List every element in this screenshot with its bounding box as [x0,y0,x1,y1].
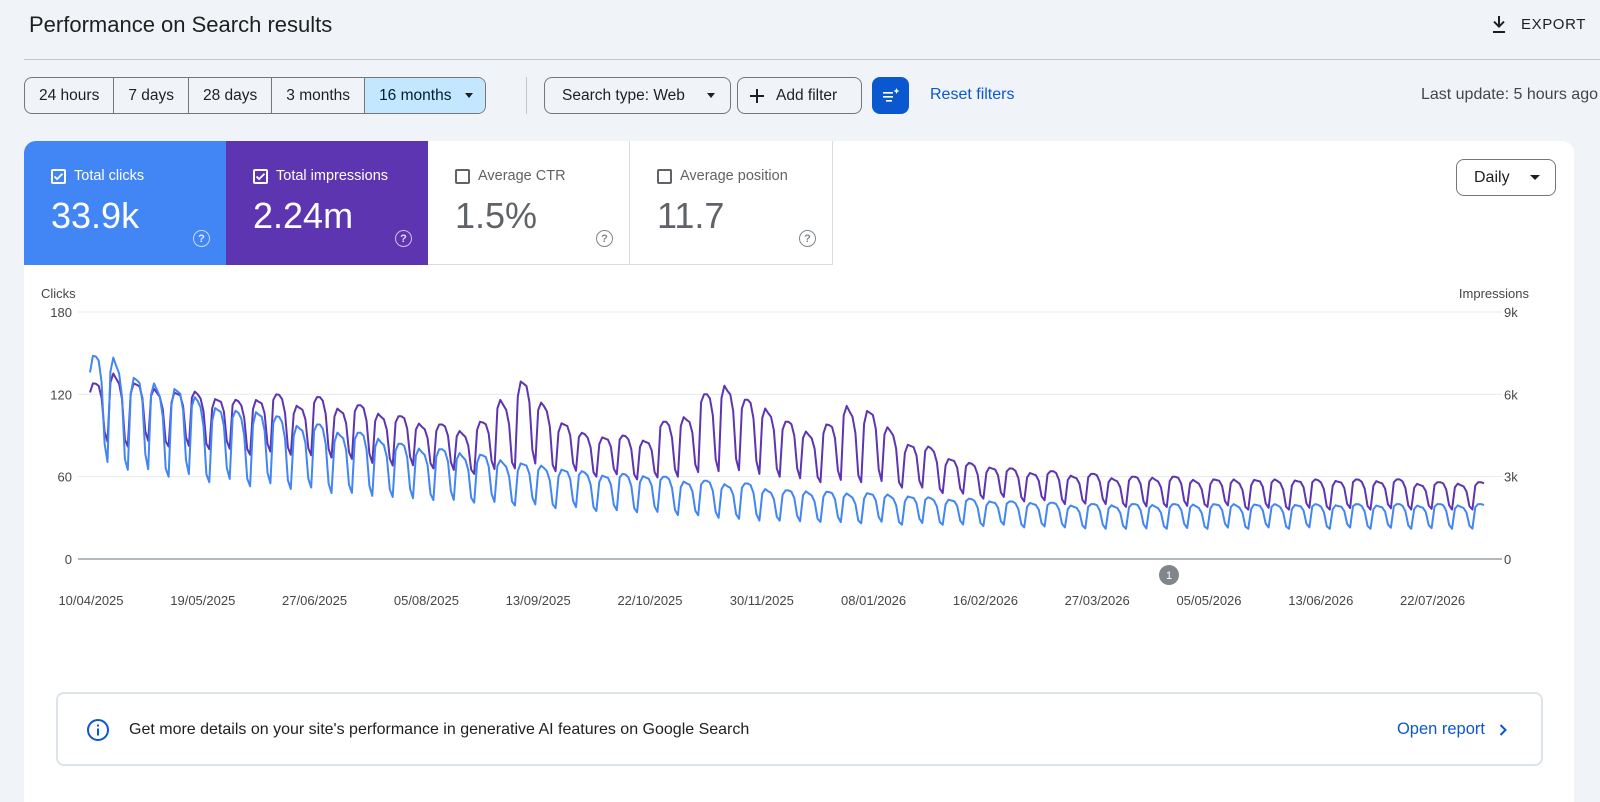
checkbox-checked-icon[interactable] [253,169,268,184]
last-update-text: Last update: 5 hours ago [1420,86,1598,103]
x-tick: 22/07/2026 [1400,593,1465,608]
x-tick: 16/02/2026 [953,593,1018,608]
granularity-dropdown[interactable]: Daily [1456,159,1556,196]
metric-average-ctr[interactable]: Average CTR 1.5% ? [428,141,630,265]
help-icon[interactable]: ? [596,230,613,247]
metric-label: Average position [680,168,788,184]
x-tick: 05/05/2026 [1176,593,1241,608]
x-tick: 13/09/2025 [506,593,571,608]
range-16-months-label: 16 months [379,86,452,104]
metric-total-impressions[interactable]: Total impressions 2.24m ? [226,141,428,265]
checkbox-unchecked-icon[interactable] [455,169,470,184]
checkbox-unchecked-icon[interactable] [657,169,672,184]
metric-value: 2.24m [253,195,354,236]
search-type-dropdown[interactable]: Search type: Web [544,77,731,114]
add-filter-label: Add filter [776,86,838,104]
annotation-marker [1159,565,1179,585]
y-tick-right: 9k [1504,305,1518,320]
help-icon[interactable]: ? [395,230,412,247]
search-type-label: Search type: Web [562,86,685,104]
page-header: Performance on Search results EXPORT [0,0,1600,60]
ai-features-banner: Get more details on your site's performa… [56,692,1543,766]
range-28-days[interactable]: 28 days [189,78,273,113]
y-axis-right-title: Impressions [1459,286,1530,301]
y-tick-left: 0 [65,552,72,567]
metric-value: 33.9k [51,195,140,236]
metric-average-position[interactable]: Average position 11.7 ? [630,141,833,265]
help-icon[interactable]: ? [193,230,210,247]
open-report-link[interactable]: Open report [1397,720,1507,739]
plus-icon [750,88,764,103]
x-tick: 30/11/2025 [730,593,794,608]
x-tick: 27/03/2026 [1065,593,1130,608]
help-icon[interactable]: ? [799,230,816,247]
metric-label: Average CTR [478,168,566,184]
metric-total-clicks[interactable]: Total clicks 33.9k ? [24,141,226,265]
performance-chart: Clicks Impressions 180 9k 120 6k 60 3k 0 0 10/04/2… [41,286,1530,608]
x-tick: 10/04/2025 [58,593,123,608]
y-tick-left: 180 [50,305,72,320]
y-tick-right: 6k [1504,387,1518,402]
metric-label: Total clicks [74,168,145,184]
export-button[interactable]: EXPORT [1489,10,1586,38]
metric-value: 11.7 [657,195,725,236]
x-tick: 19/05/2025 [170,593,235,608]
annotation-marker-label: 1 [1166,570,1172,582]
x-tick: 22/10/2025 [617,593,682,608]
y-tick-left: 120 [50,387,72,402]
header-divider [24,59,1600,60]
clicks-series-line [89,354,1485,530]
x-tick: 08/01/2026 [841,593,906,608]
download-icon [1492,16,1505,33]
date-range-selector: 24 hours 7 days 28 days 3 months 16 mont… [24,77,487,114]
x-tick: 05/08/2025 [394,593,459,608]
page-title: Performance on Search results [29,12,333,37]
y-tick-right: 3k [1504,470,1518,485]
range-7-days[interactable]: 7 days [114,78,189,113]
add-filter-button[interactable]: Add filter [737,77,862,114]
range-24-hours[interactable]: 24 hours [25,78,115,113]
info-icon [87,719,109,741]
filter-toolbar: 24 hours 7 days 28 days 3 months 16 mont… [24,77,1600,114]
impressions-series-line [89,372,1485,511]
export-label: EXPORT [1520,15,1586,33]
toolbar-divider [526,77,527,114]
range-3-months[interactable]: 3 months [272,78,366,113]
ai-filter-button[interactable] [872,77,909,114]
metric-label: Total impressions [276,168,389,184]
sparkle-filter-icon [882,87,899,102]
x-tick: 13/06/2026 [1288,593,1353,608]
y-tick-right: 0 [1504,552,1511,567]
chevron-down-icon [707,93,715,98]
chevron-down-icon [465,93,474,98]
y-axis-left-title: Clicks [41,286,76,301]
chevron-down-icon [1530,175,1540,180]
ai-banner-message: Get more details on your site's performa… [129,721,750,738]
x-tick: 27/06/2025 [282,593,347,608]
range-16-months[interactable]: 16 months [365,78,486,113]
open-report-label: Open report [1396,720,1485,738]
granularity-label: Daily [1474,168,1510,186]
metric-value: 1.5% [455,195,538,236]
performance-card: Total clicks 33.9k ? Total impressions 2… [24,141,1574,802]
y-tick-left: 60 [58,470,72,485]
chevron-right-icon [1499,723,1507,736]
reset-filters-link[interactable]: Reset filters [930,86,1015,103]
checkbox-checked-icon[interactable] [51,169,66,184]
